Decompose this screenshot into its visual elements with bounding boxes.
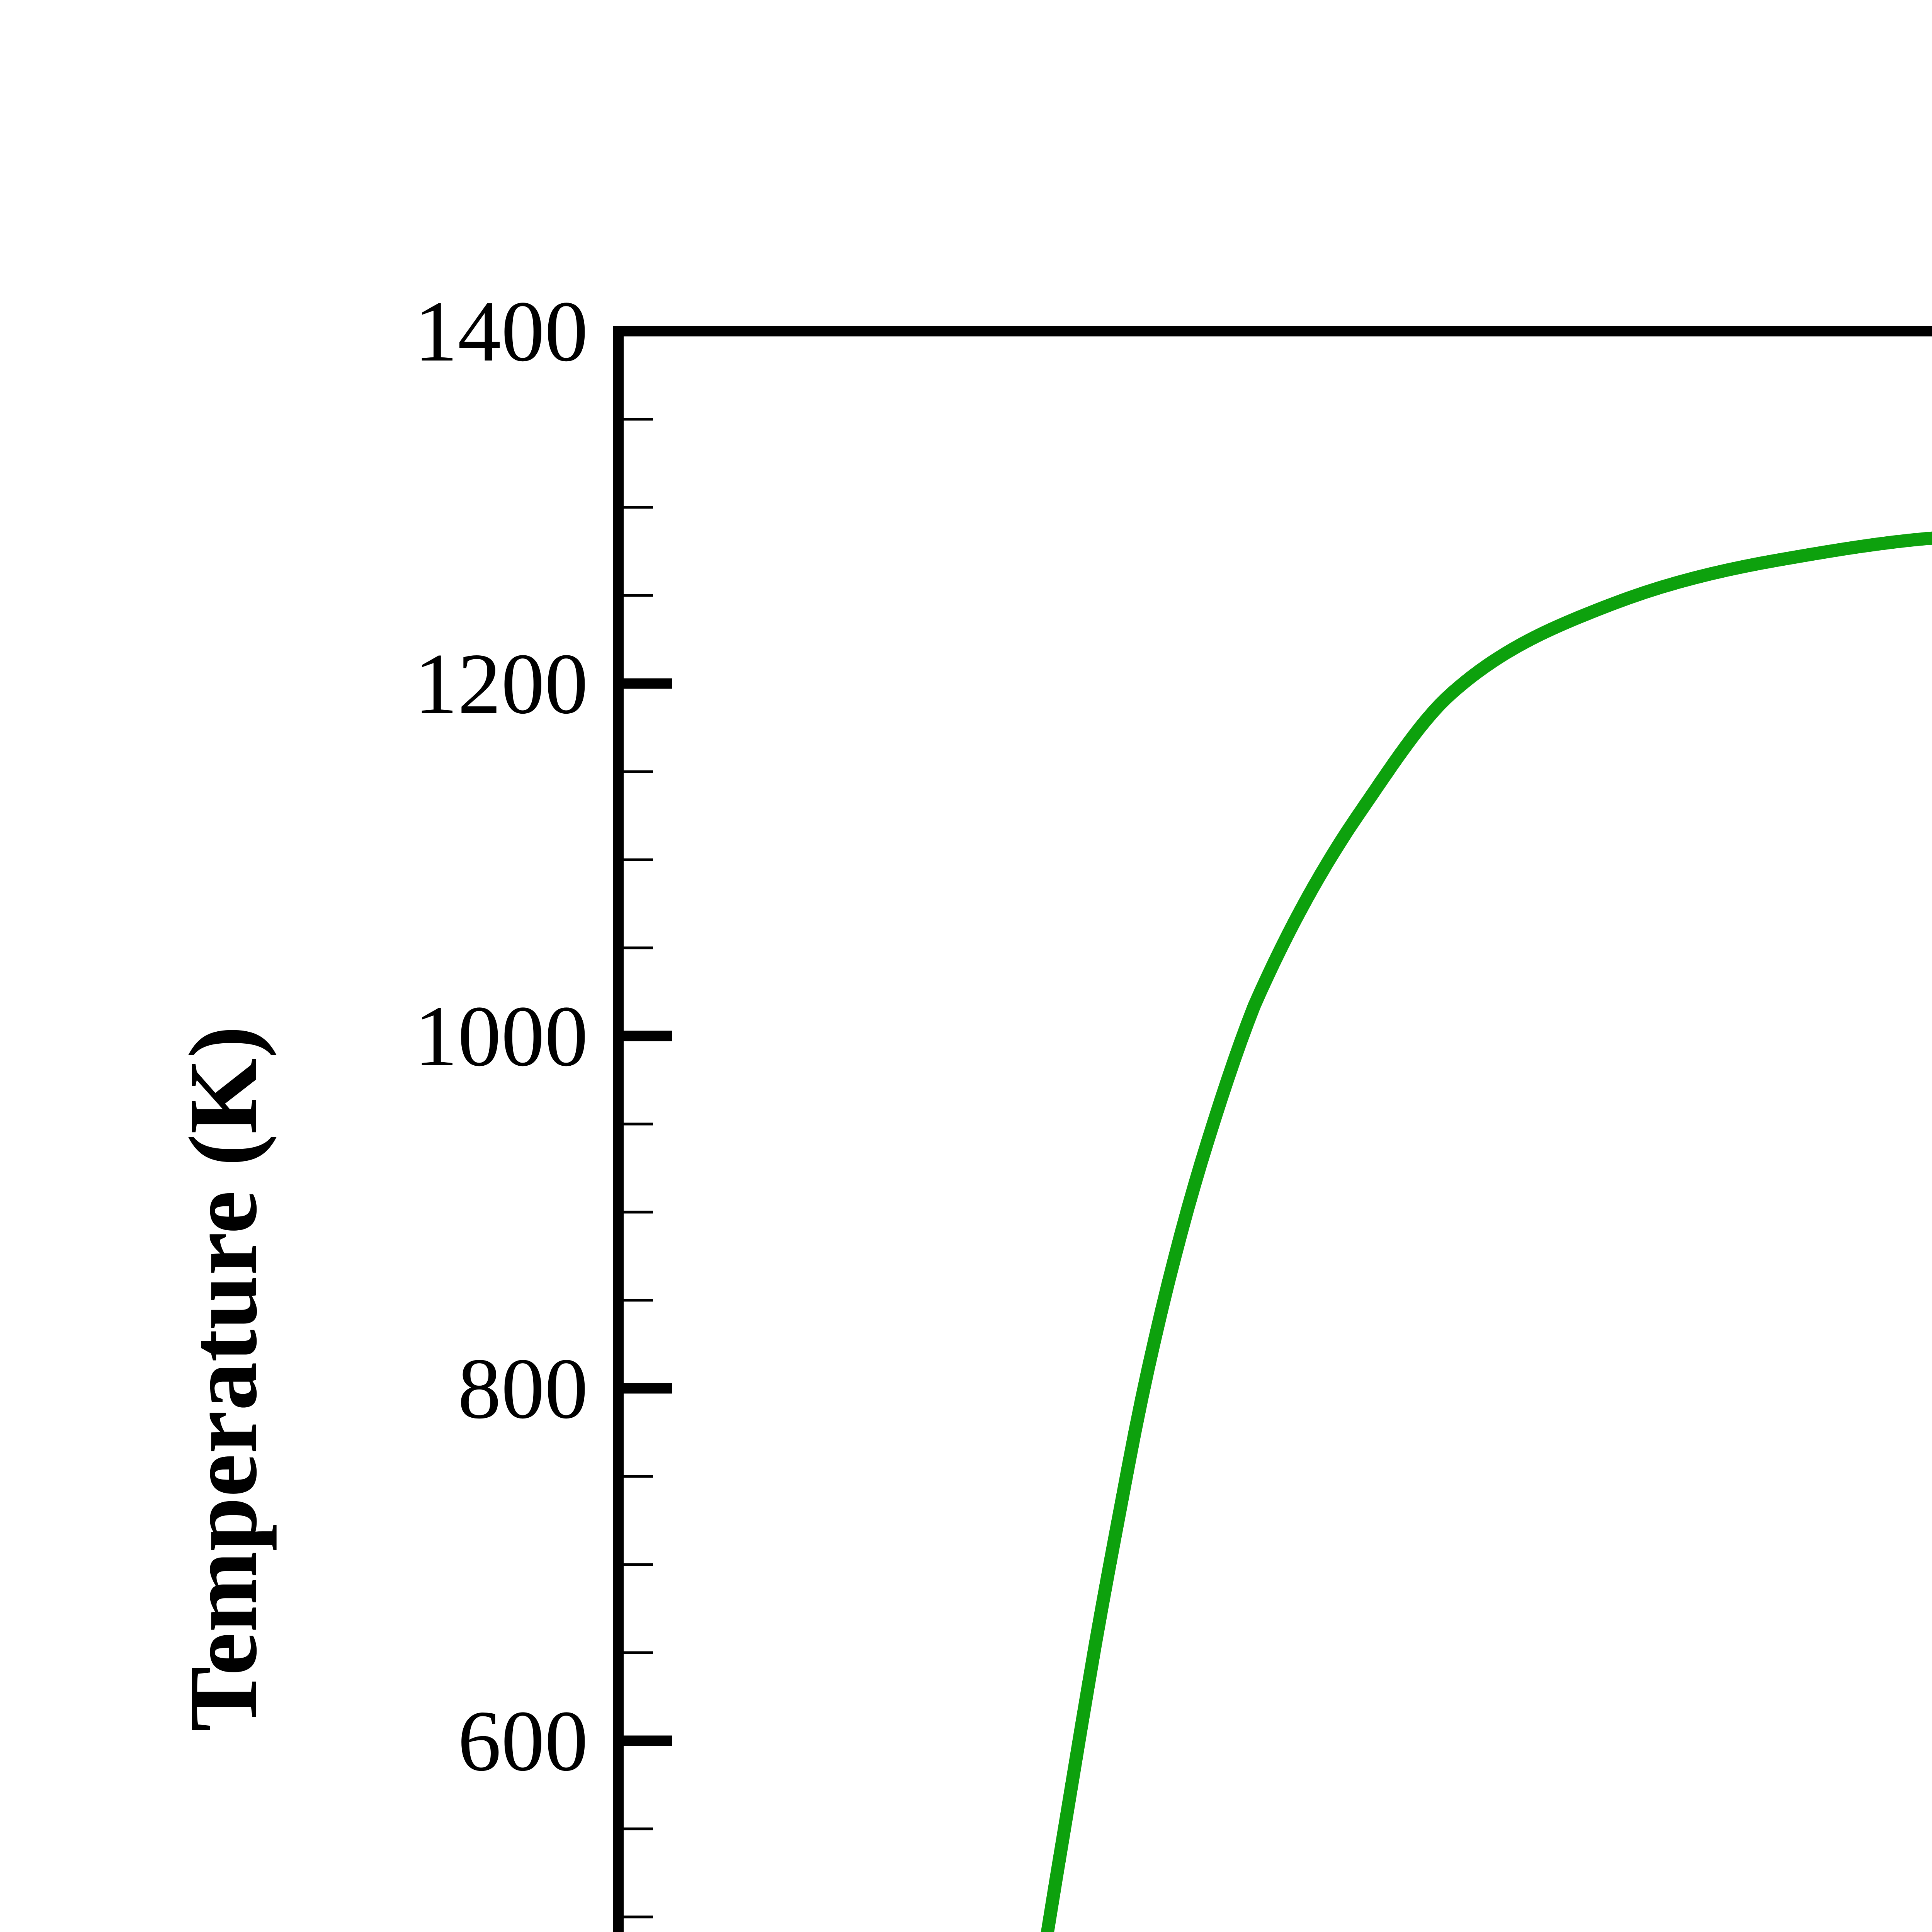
svg-text:1000: 1000 xyxy=(414,988,588,1084)
svg-text:600: 600 xyxy=(458,1692,588,1789)
svg-text:Temperature (K): Temperature (K) xyxy=(169,1026,277,1732)
svg-text:1400: 1400 xyxy=(414,283,588,379)
svg-text:800: 800 xyxy=(458,1340,588,1437)
svg-text:1200: 1200 xyxy=(414,635,588,732)
